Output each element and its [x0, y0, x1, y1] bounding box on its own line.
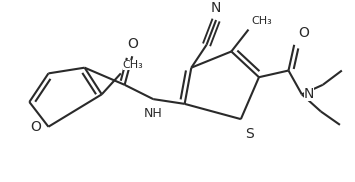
Text: N: N — [211, 1, 221, 15]
Text: S: S — [245, 127, 253, 141]
Text: CH₃: CH₃ — [251, 16, 272, 26]
Text: CH₃: CH₃ — [123, 60, 143, 70]
Text: N: N — [304, 87, 314, 101]
Text: O: O — [127, 37, 138, 52]
Text: NH: NH — [144, 107, 163, 120]
Text: O: O — [30, 120, 41, 134]
Text: O: O — [298, 26, 309, 40]
